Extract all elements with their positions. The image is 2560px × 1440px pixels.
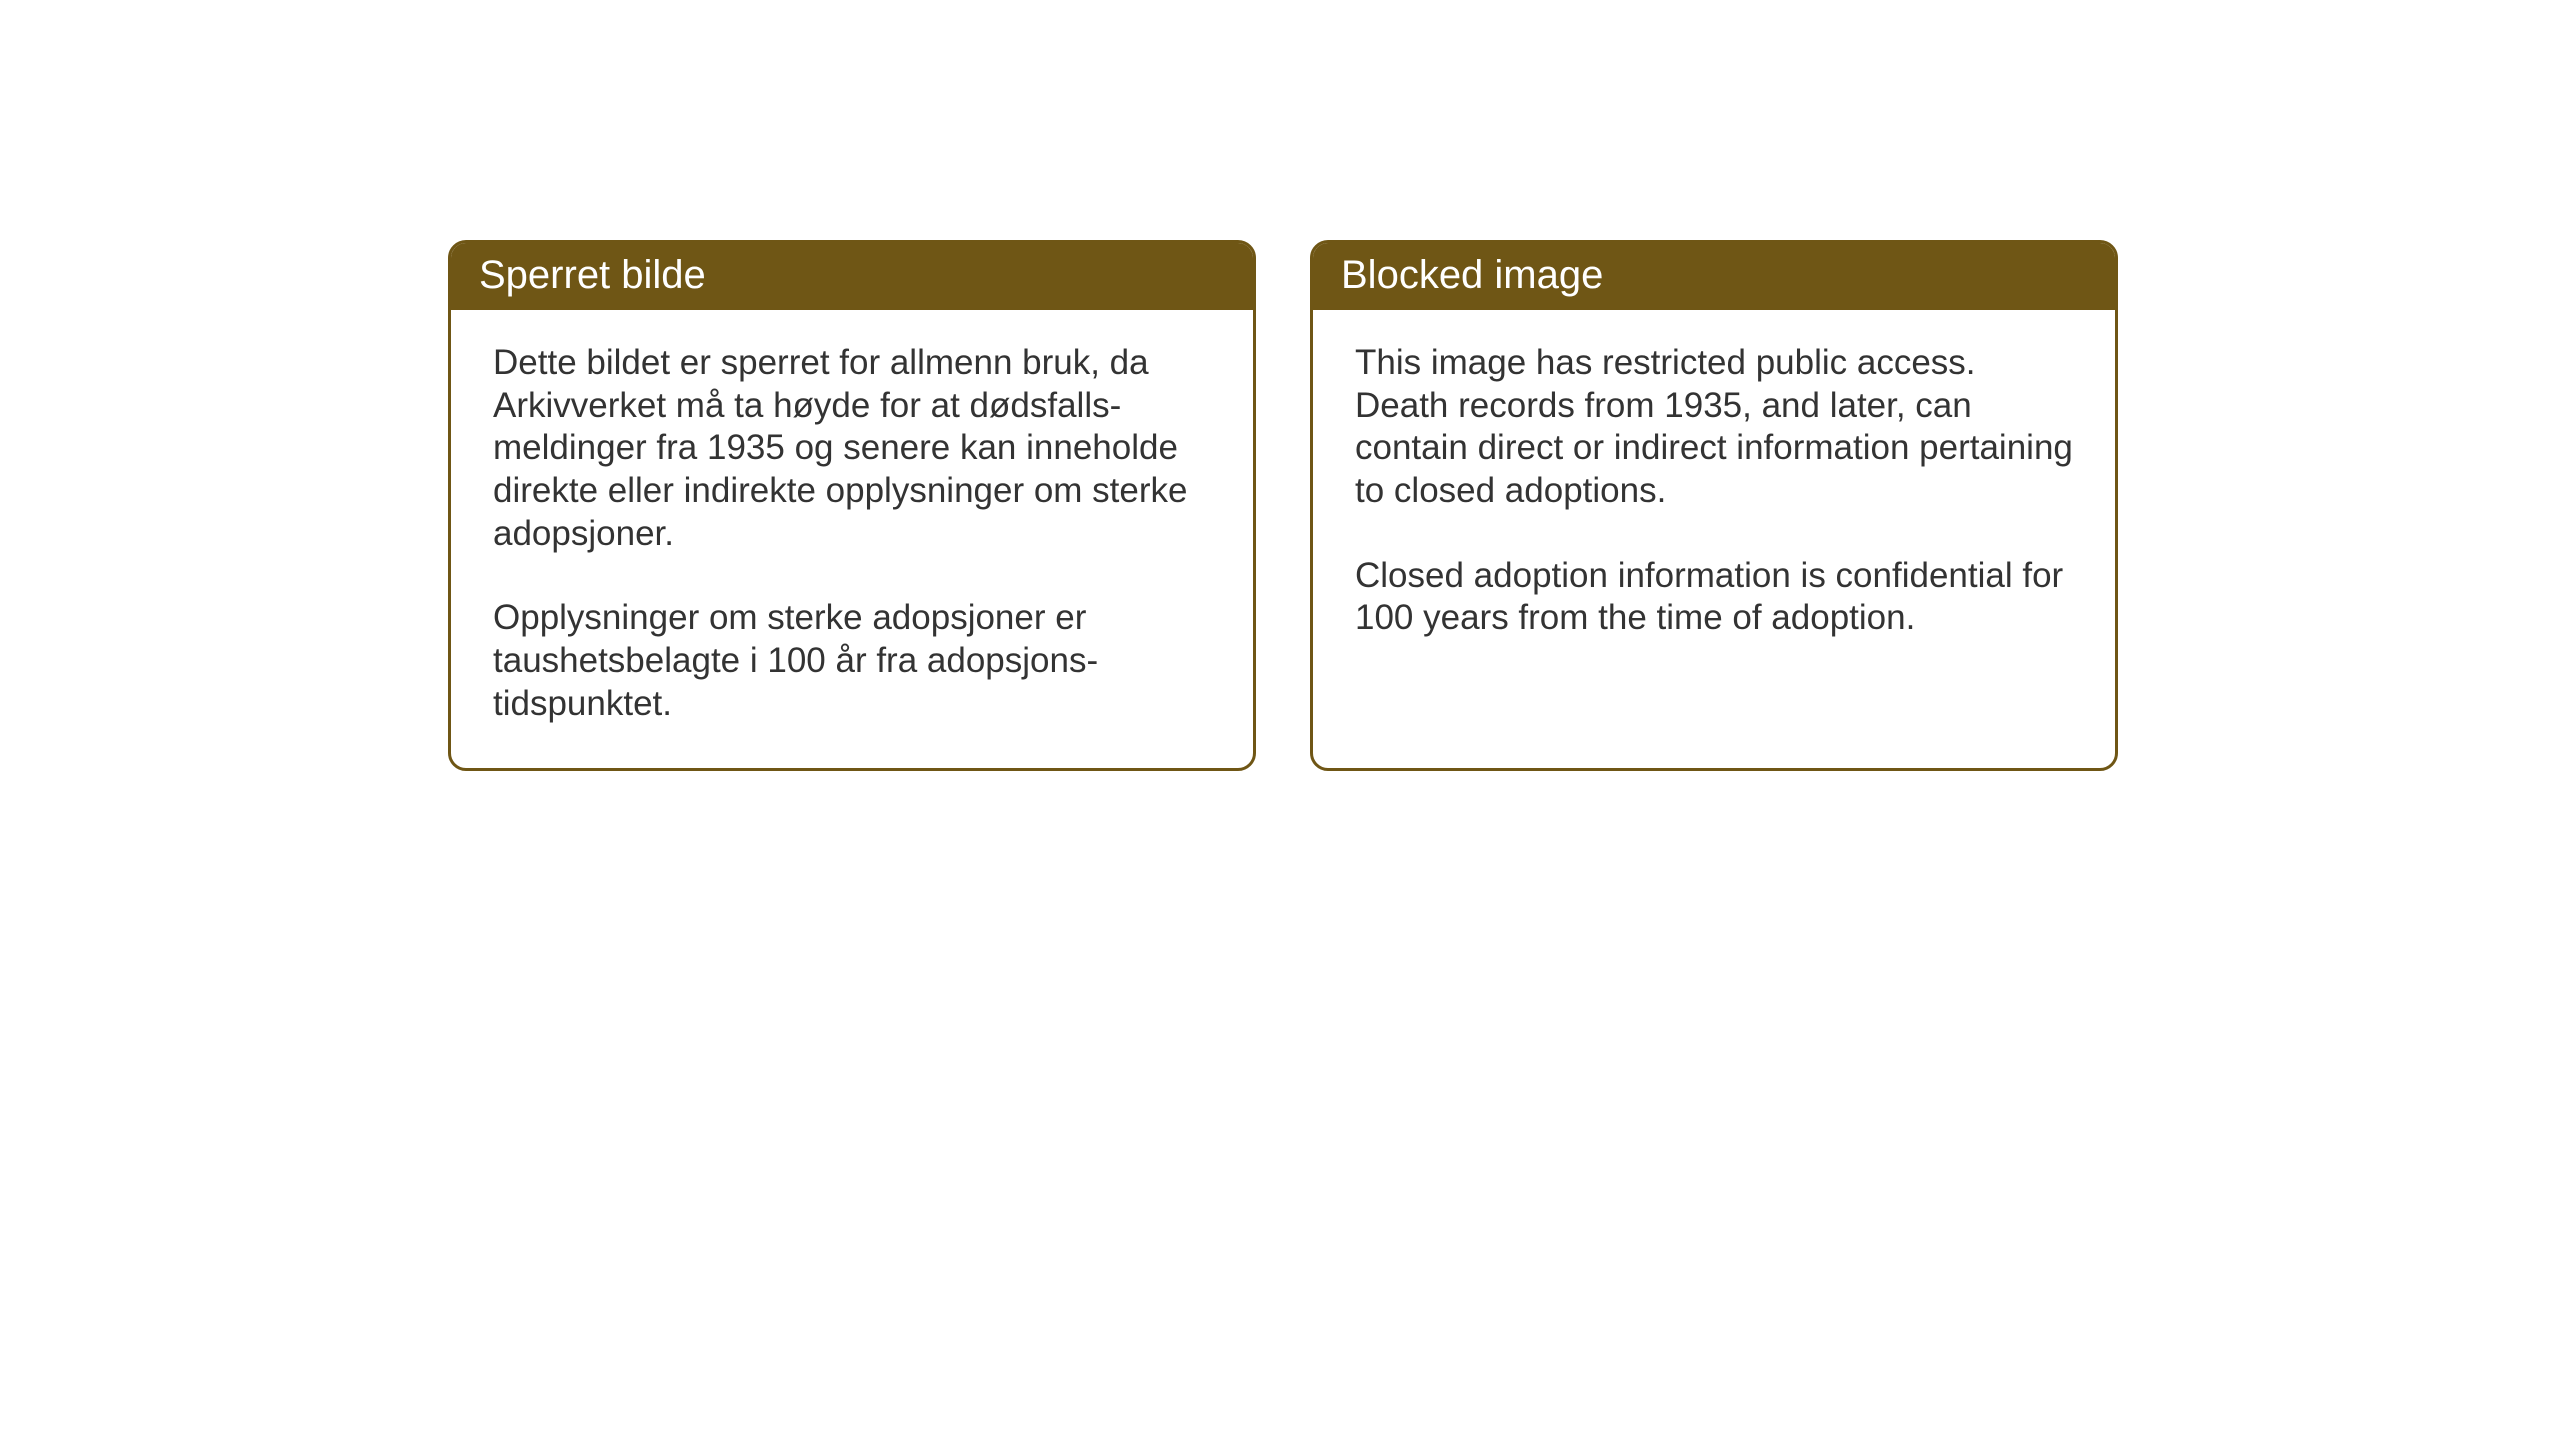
- notice-header: Blocked image: [1313, 243, 2115, 310]
- notice-card-norwegian: Sperret bilde Dette bildet er sperret fo…: [448, 240, 1256, 771]
- notice-header: Sperret bilde: [451, 243, 1253, 310]
- notice-container: Sperret bilde Dette bildet er sperret fo…: [448, 240, 2118, 771]
- notice-body: Dette bildet er sperret for allmenn bruk…: [451, 310, 1253, 768]
- notice-paragraph: Dette bildet er sperret for allmenn bruk…: [493, 342, 1211, 555]
- notice-paragraph: Closed adoption information is confident…: [1355, 555, 2073, 640]
- notice-body: This image has restricted public access.…: [1313, 310, 2115, 740]
- notice-paragraph: This image has restricted public access.…: [1355, 342, 2073, 513]
- notice-paragraph: Opplysninger om sterke adopsjoner er tau…: [493, 597, 1211, 725]
- notice-card-english: Blocked image This image has restricted …: [1310, 240, 2118, 771]
